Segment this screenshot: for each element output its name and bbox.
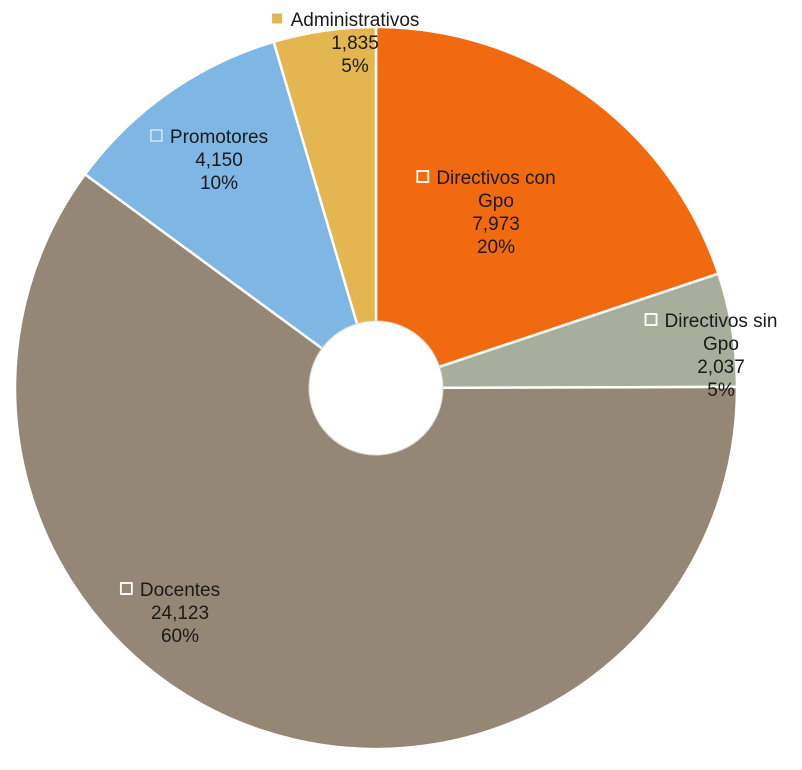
slice-name: Directivos con xyxy=(436,168,555,189)
slice-value: 7,973 xyxy=(472,214,520,235)
slice-name: Docentes xyxy=(140,580,220,601)
pie-slice xyxy=(13,172,739,751)
slice-percent: 60% xyxy=(161,626,199,647)
slices xyxy=(13,25,739,751)
center-hole xyxy=(308,320,444,456)
slice-value: 24,123 xyxy=(151,603,209,624)
legend-marker xyxy=(271,12,284,25)
legend-marker xyxy=(119,582,133,595)
slice-percent: 10% xyxy=(200,173,238,194)
slice-name: Directivos sin xyxy=(665,311,778,332)
slice-value: 2,037 xyxy=(697,357,745,378)
legend-marker xyxy=(644,313,658,326)
slice-name: Administrativos xyxy=(291,10,420,31)
slice-percent: 5% xyxy=(341,56,369,77)
legend-marker xyxy=(150,129,163,142)
slice-name: Gpo xyxy=(478,191,514,212)
slice-percent: 5% xyxy=(707,380,735,401)
slice-value: 4,150 xyxy=(195,150,243,171)
legend-marker xyxy=(416,170,430,183)
pie-slice xyxy=(374,25,721,390)
pie-slice xyxy=(272,25,378,389)
slice-percent: 20% xyxy=(477,237,515,258)
slice-name: Gpo xyxy=(703,334,739,355)
pie-slice xyxy=(83,40,379,392)
slice-name: Promotores xyxy=(170,127,268,148)
slice-value: 1,835 xyxy=(331,33,379,54)
